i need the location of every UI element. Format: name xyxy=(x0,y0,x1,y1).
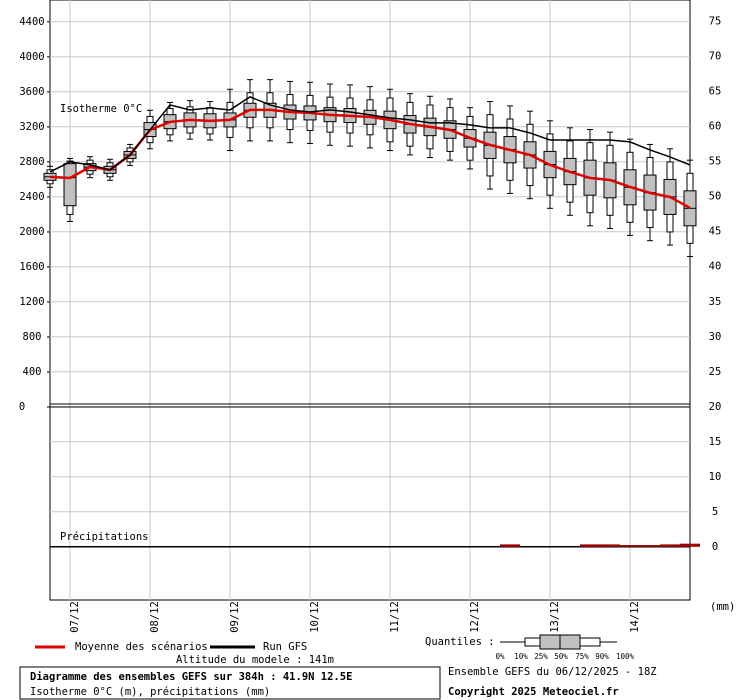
y2-tick-label: 50 xyxy=(709,191,722,203)
quantile-label: 10% xyxy=(514,652,528,661)
precip-bar xyxy=(580,544,600,547)
copyright: Copyright 2025 Meteociel.fr xyxy=(448,686,619,698)
y-tick-label: 2800 xyxy=(19,156,44,168)
y-tick-label: 4000 xyxy=(19,51,44,63)
info-box xyxy=(19,666,441,700)
y2-tick-label: 10 xyxy=(709,471,722,483)
series-line xyxy=(49,96,691,173)
y2-tick-label: 70 xyxy=(709,51,722,63)
chart-title: Diagramme des ensembles GEFS sur 384h : … xyxy=(30,671,352,683)
quantile-label: 90% xyxy=(595,652,609,661)
y2-tick-label: 40 xyxy=(709,261,722,273)
quantile-label: 0% xyxy=(495,652,505,661)
quantile-icon xyxy=(500,634,617,650)
series-line xyxy=(49,108,691,210)
y-tick-label: 2400 xyxy=(19,191,44,203)
y-tick-label: 3600 xyxy=(19,86,44,98)
y2-tick-label: 35 xyxy=(709,296,722,308)
axis-unit: (mm) xyxy=(710,601,735,613)
precip-bar xyxy=(680,543,700,547)
precip-bar xyxy=(600,544,620,547)
x-tick-label: 11/12 xyxy=(389,601,401,633)
y2-tick-label: 25 xyxy=(709,366,722,378)
legend-label: Run GFS xyxy=(263,641,307,653)
y-tick-label: 800 xyxy=(23,331,42,343)
chart-subtitle: Isotherme 0°C (m), précipitations (mm) xyxy=(30,686,270,698)
run-info: Ensemble GEFS du 06/12/2025 - 18Z xyxy=(448,666,657,678)
legend-label: Moyenne des scénarios xyxy=(75,641,208,653)
x-tick-label: 10/12 xyxy=(309,601,321,633)
precip-bar xyxy=(640,545,660,547)
y2-tick-label: 15 xyxy=(709,436,722,448)
y-tick-label: 4400 xyxy=(19,16,44,28)
y2-tick-label: 20 xyxy=(709,401,722,413)
x-tick-label: 07/12 xyxy=(69,601,81,633)
quantile-label: 50% xyxy=(554,652,568,661)
quantile-label: 100% xyxy=(616,652,635,661)
y-tick-label: 1200 xyxy=(19,296,44,308)
y-tick-label: 3200 xyxy=(19,121,44,133)
y-tick-label: 0 xyxy=(19,401,25,413)
y2-tick-label: 65 xyxy=(709,86,722,98)
y2-tick-label: 60 xyxy=(709,121,722,133)
x-tick-label: 12/12 xyxy=(469,601,481,633)
y2-tick-label: 45 xyxy=(709,226,722,238)
x-tick-label: 13/12 xyxy=(549,601,561,633)
box xyxy=(683,159,697,257)
precip-bar xyxy=(620,545,640,547)
x-tick-label: 14/12 xyxy=(629,601,641,633)
quantile-label: 25% xyxy=(534,652,548,661)
box xyxy=(63,157,77,222)
annotation: Isotherme 0°C xyxy=(60,103,142,115)
y2-tick-label: 30 xyxy=(709,331,722,343)
y-tick-label: 1600 xyxy=(19,261,44,273)
annotation: Précipitations xyxy=(60,531,149,543)
quantile-label: 75% xyxy=(575,652,589,661)
box-inner xyxy=(63,163,77,207)
y-tick-label: 2000 xyxy=(19,226,44,238)
y2-tick-label: 75 xyxy=(709,16,722,28)
precip-bar xyxy=(660,544,680,547)
y2-tick-label: 0 xyxy=(712,541,718,553)
precip-bar xyxy=(500,544,520,547)
x-tick-label: 08/12 xyxy=(149,601,161,633)
x-tick-label: 09/12 xyxy=(229,601,241,633)
quantiles-title: Quantiles : xyxy=(425,636,495,648)
y-tick-label: 400 xyxy=(23,366,42,378)
y2-tick-label: 5 xyxy=(712,506,718,518)
altitude: Altitude du modele : 141m xyxy=(176,654,334,666)
y2-tick-label: 55 xyxy=(709,156,722,168)
